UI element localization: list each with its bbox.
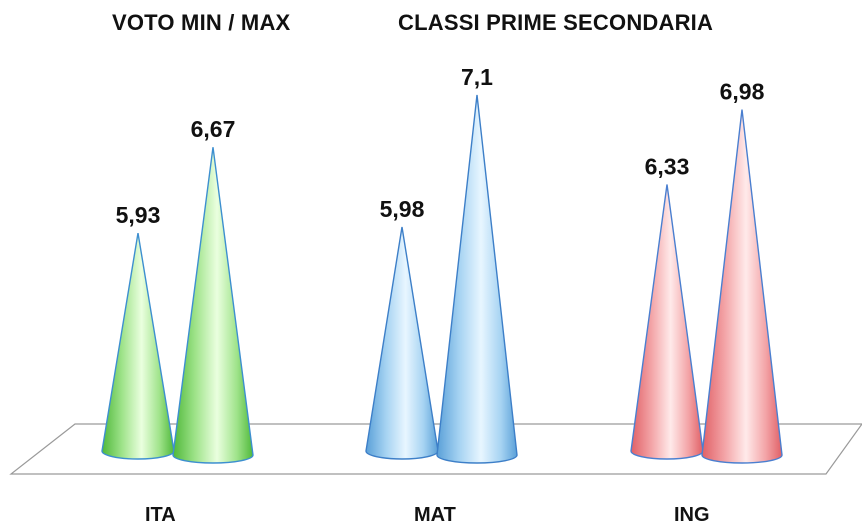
data-label: 6,98 [720,79,765,105]
category-label-ing: ING [674,504,710,526]
label-group: 5,93 6,67 ITA 5,98 7,1 MAT 6,33 6,98 ING [116,64,765,526]
category-label-ita: ITA [145,504,176,526]
cone-ita-min [101,232,175,460]
cone-ing-max [701,109,783,464]
cone-body [701,109,783,464]
cone-ita-max [172,147,254,464]
chart-title-left: VOTO MIN / MAX [112,10,291,35]
cone-body [365,226,439,460]
category-label-mat: MAT [414,504,456,526]
cone-mat-min [365,226,439,460]
data-label: 7,1 [461,64,493,90]
data-label: 6,33 [645,154,690,180]
data-label: 5,93 [116,202,161,228]
cone-body [172,147,254,464]
chart-title-right: CLASSI PRIME SECONDARIA [398,10,714,35]
data-label: 5,98 [380,196,425,222]
cone-mat-max [436,94,518,464]
cone-body [101,232,175,460]
cone-body [630,184,704,460]
cone-group [101,94,783,464]
data-label: 6,67 [191,116,236,142]
cone-body [436,94,518,464]
cone-ing-min [630,184,704,460]
